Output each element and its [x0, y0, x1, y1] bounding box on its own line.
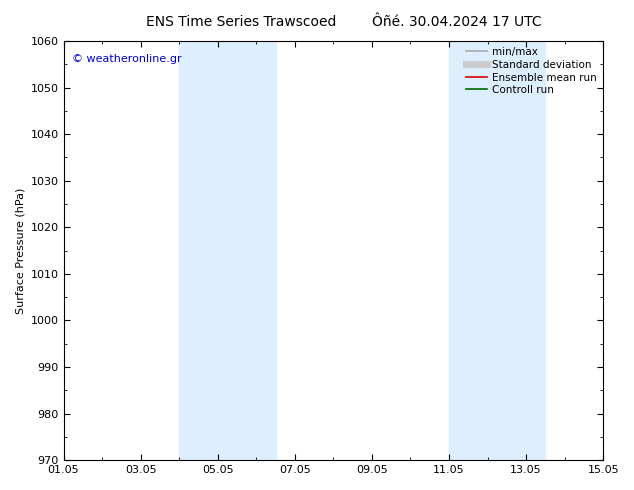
Text: © weatheronline.gr: © weatheronline.gr — [72, 53, 181, 64]
Legend: min/max, Standard deviation, Ensemble mean run, Controll run: min/max, Standard deviation, Ensemble me… — [462, 43, 601, 99]
Text: Ôñé. 30.04.2024 17 UTC: Ôñé. 30.04.2024 17 UTC — [372, 15, 541, 29]
Bar — [449, 41, 545, 460]
Y-axis label: Surface Pressure (hPa): Surface Pressure (hPa) — [15, 187, 25, 314]
Bar — [179, 41, 276, 460]
Text: ENS Time Series Trawscoed: ENS Time Series Trawscoed — [146, 15, 336, 29]
